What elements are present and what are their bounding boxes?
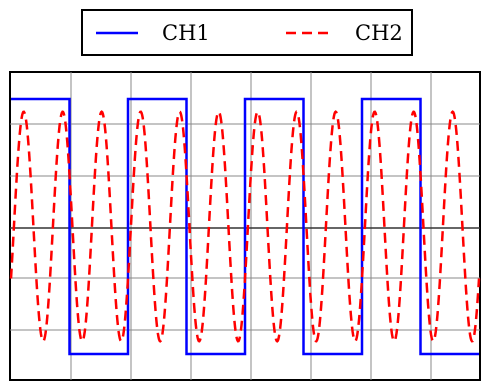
plot-area [9, 71, 481, 381]
legend: CH1 CH2 [81, 9, 413, 56]
traces [9, 97, 481, 356]
series-ch1-line [11, 97, 479, 356]
legend-label-ch2: CH2 [355, 21, 403, 45]
series-ch2-line [9, 110, 481, 343]
legend-label-ch1: CH1 [162, 21, 210, 45]
